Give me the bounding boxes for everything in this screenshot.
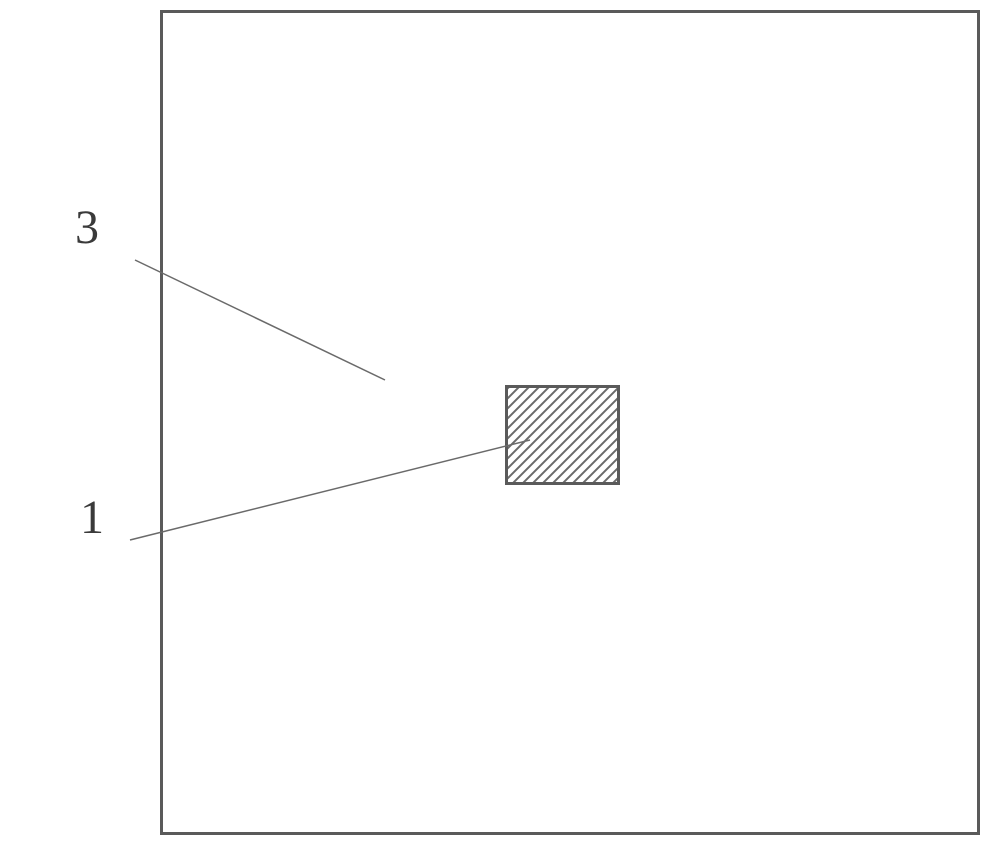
label-1: 1 xyxy=(80,490,104,545)
hatch-pattern xyxy=(508,388,617,482)
label-3: 3 xyxy=(75,200,99,255)
inner-hatched-box xyxy=(505,385,620,485)
